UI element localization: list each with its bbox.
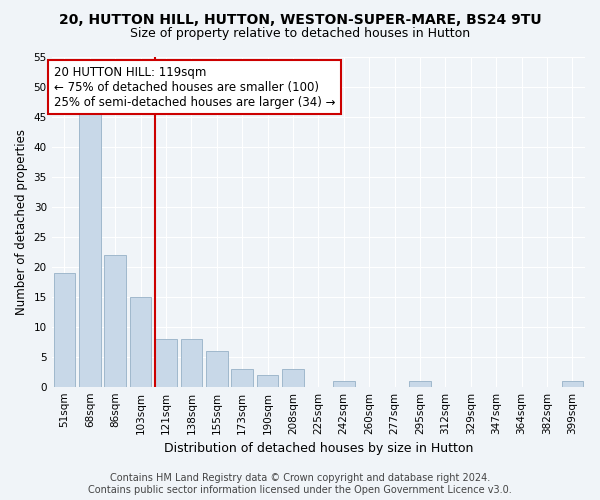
Bar — [232, 368, 253, 386]
Bar — [333, 380, 355, 386]
Bar — [181, 338, 202, 386]
Bar — [155, 338, 177, 386]
X-axis label: Distribution of detached houses by size in Hutton: Distribution of detached houses by size … — [164, 442, 473, 455]
Text: Size of property relative to detached houses in Hutton: Size of property relative to detached ho… — [130, 28, 470, 40]
Bar — [53, 272, 75, 386]
Text: 20, HUTTON HILL, HUTTON, WESTON-SUPER-MARE, BS24 9TU: 20, HUTTON HILL, HUTTON, WESTON-SUPER-MA… — [59, 12, 541, 26]
Bar — [282, 368, 304, 386]
Bar — [206, 350, 227, 386]
Bar — [409, 380, 431, 386]
Text: 20 HUTTON HILL: 119sqm
← 75% of detached houses are smaller (100)
25% of semi-de: 20 HUTTON HILL: 119sqm ← 75% of detached… — [53, 66, 335, 108]
Bar — [562, 380, 583, 386]
Bar — [79, 110, 101, 386]
Bar — [104, 254, 126, 386]
Y-axis label: Number of detached properties: Number of detached properties — [15, 128, 28, 314]
Bar — [257, 374, 278, 386]
Bar — [130, 296, 151, 386]
Text: Contains HM Land Registry data © Crown copyright and database right 2024.
Contai: Contains HM Land Registry data © Crown c… — [88, 474, 512, 495]
